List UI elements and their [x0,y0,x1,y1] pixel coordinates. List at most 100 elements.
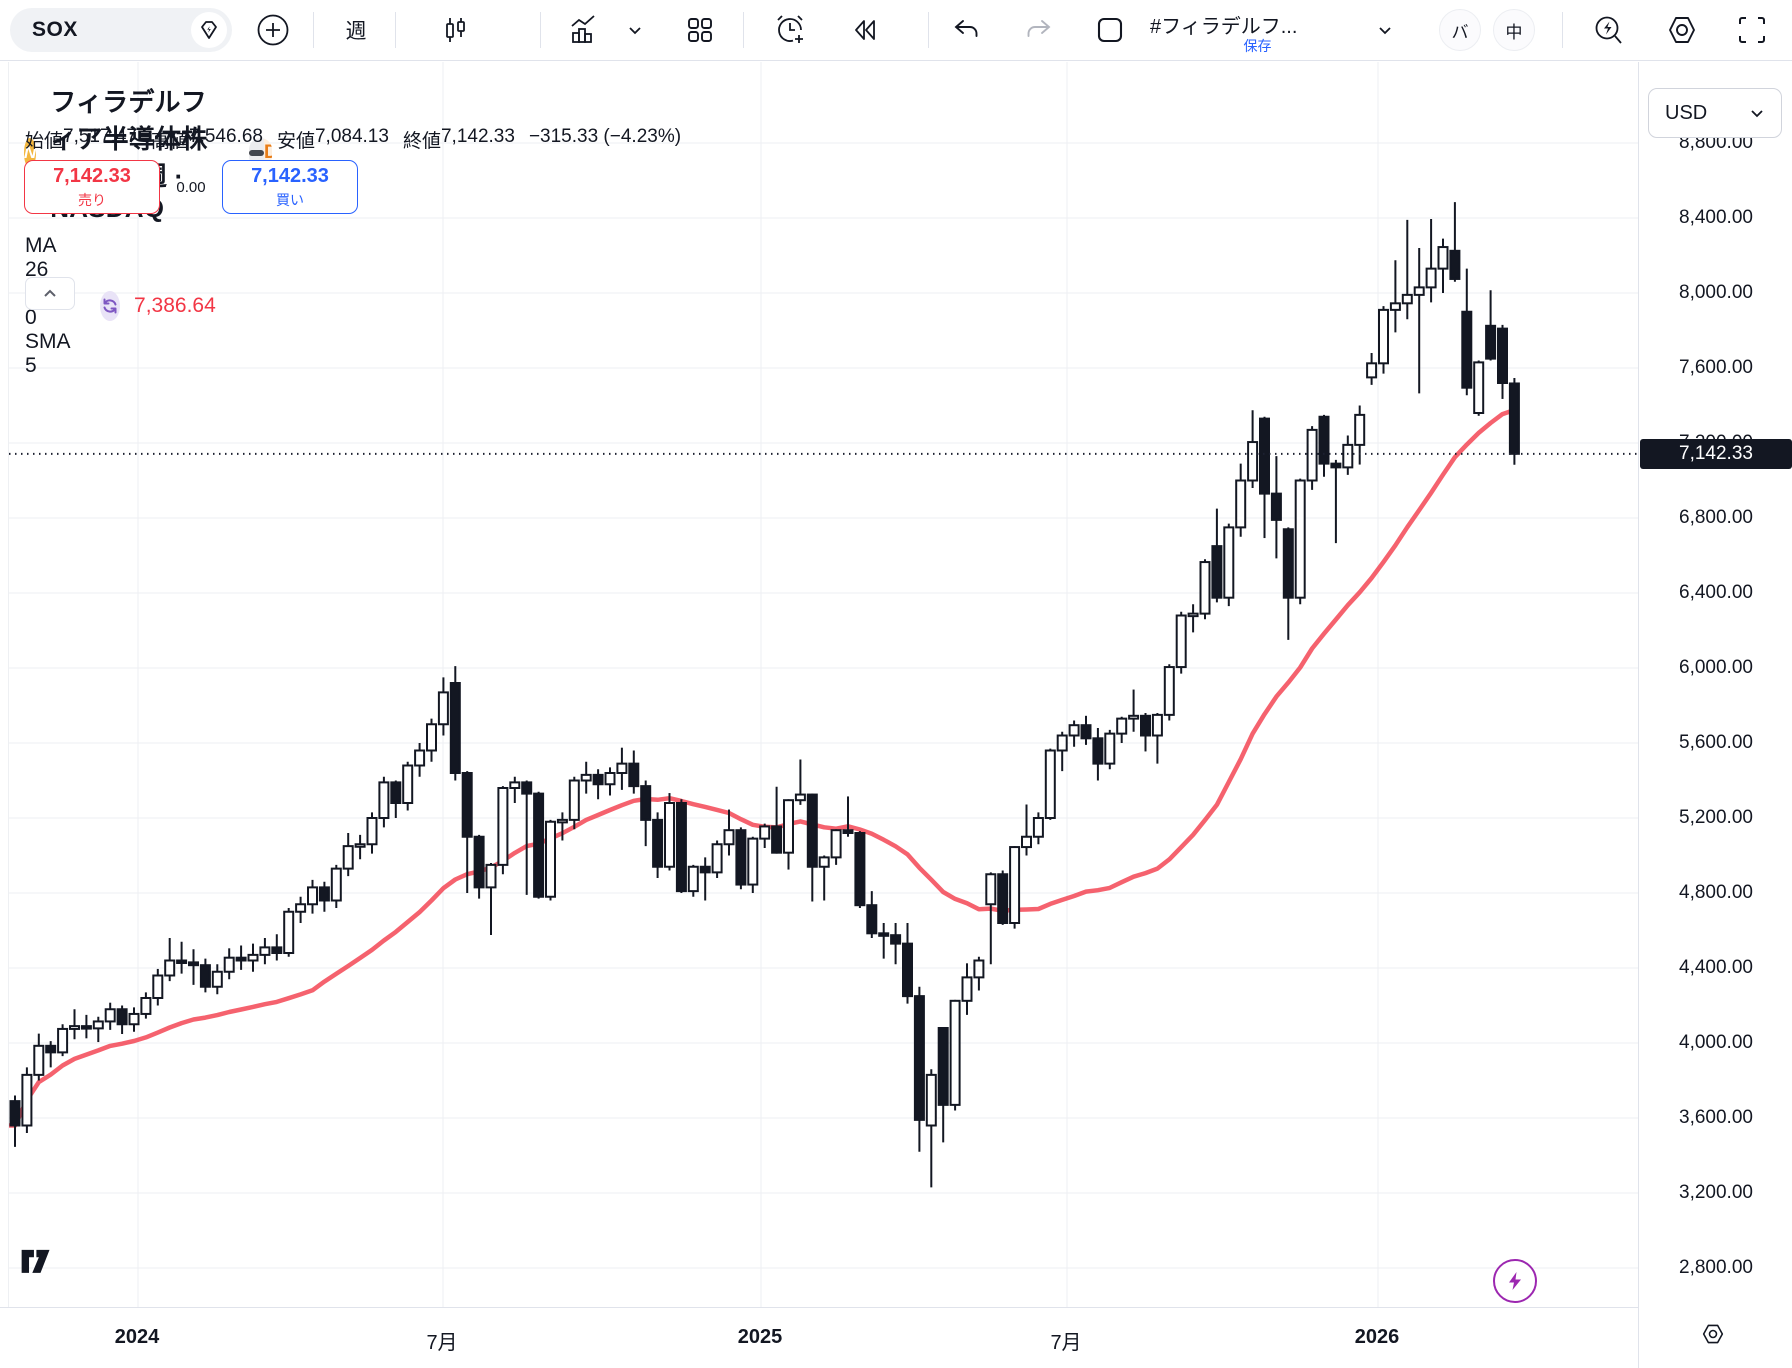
candle-body[interactable] [330,867,342,902]
candle-body[interactable] [664,802,675,868]
candle-body[interactable] [652,818,664,868]
bar-replay-icon[interactable] [843,8,887,52]
candle-body[interactable] [1425,267,1437,289]
candle-body[interactable] [604,772,616,786]
compare-add-symbol-button[interactable] [251,8,295,52]
candle-body[interactable] [1485,324,1497,360]
candle-body[interactable] [69,1025,80,1030]
candle-body[interactable] [259,946,271,956]
candle-body[interactable] [973,959,985,979]
candle-body[interactable] [1437,246,1449,270]
candle-body[interactable] [461,772,473,838]
candle-body[interactable] [1021,835,1032,849]
candle-body[interactable] [842,829,854,834]
candle-body[interactable] [949,999,961,1106]
quick-search-icon[interactable] [1586,8,1630,52]
candle-body[interactable] [140,997,152,1015]
save-button[interactable]: 保存 [1243,38,1272,54]
candle-body[interactable] [1187,612,1199,618]
sell-button[interactable]: 7,142.33 売り [24,160,160,214]
candle-body[interactable] [354,843,366,848]
candle-body[interactable] [1009,846,1021,924]
candle-body[interactable] [80,1025,92,1030]
candle-body[interactable] [830,829,842,859]
candle-body[interactable] [426,723,437,752]
candle-body[interactable] [1116,717,1128,735]
candle-body[interactable] [318,886,330,902]
buy-button[interactable]: 7,142.33 買い [222,160,358,214]
currency-selector[interactable]: USD [1648,88,1782,138]
candle-body[interactable] [1508,382,1520,455]
candle-body[interactable] [223,956,235,973]
candle-body[interactable] [1282,528,1294,599]
candle-body[interactable] [1128,714,1140,720]
candle-body[interactable] [878,932,890,937]
redo-icon[interactable] [1018,8,1062,52]
indicators-icon[interactable] [562,8,606,52]
candle-body[interactable] [568,779,580,821]
undo-icon[interactable] [943,8,987,52]
interval-button[interactable]: 週 [333,8,379,52]
candle-body[interactable] [735,829,747,886]
candle-body[interactable] [497,787,509,866]
candle-body[interactable] [414,749,426,767]
tradingview-logo[interactable] [20,1245,64,1285]
alert-clock-plus-icon[interactable] [768,8,812,52]
candle-body[interactable] [1223,526,1235,599]
candle-body[interactable] [866,904,878,935]
candle-body[interactable] [485,863,497,889]
candle-body[interactable] [1366,362,1378,379]
candle-body[interactable] [1342,443,1354,469]
candle-body[interactable] [1175,614,1187,669]
candle-body[interactable] [1389,302,1401,311]
candle-body[interactable] [783,799,794,854]
candle-body[interactable] [592,773,604,786]
candle-body[interactable] [1140,714,1151,737]
candle-body[interactable] [1378,308,1389,365]
candle-body[interactable] [1104,732,1116,765]
candle-body[interactable] [854,832,866,907]
candle-body[interactable] [473,835,485,889]
candle-body[interactable] [128,1012,140,1026]
candle-body[interactable] [235,956,247,962]
candle-body[interactable] [1056,734,1068,752]
candle-body[interactable] [1211,545,1223,599]
candle-body[interactable] [211,970,223,988]
candle-body[interactable] [545,820,556,898]
candle-body[interactable] [747,837,759,886]
candle-body[interactable] [509,781,521,789]
candle-body[interactable] [295,903,307,913]
candlestick-plot[interactable] [9,62,1639,1307]
refresh-icon[interactable] [100,291,121,321]
candle-body[interactable] [116,1008,128,1026]
candle-body[interactable] [283,910,295,954]
candle-body[interactable] [902,942,913,998]
candle-body[interactable] [1247,441,1259,482]
candle-body[interactable] [616,762,628,774]
time-axis[interactable]: 2024 7月 2025 7月 2026 [0,1307,1638,1368]
symbol-search-button[interactable]: SOX [10,8,232,52]
candle-body[interactable] [176,959,188,964]
candle-body[interactable] [188,961,199,967]
layout-square-icon[interactable] [1088,8,1132,52]
candle-body[interactable] [985,873,997,906]
candle-body[interactable] [104,1008,116,1023]
candle-body[interactable] [1151,713,1163,737]
candle-body[interactable] [913,995,925,1121]
candle-body[interactable] [1044,749,1056,819]
candle-body[interactable] [1497,327,1508,384]
chart-style-candles-icon[interactable] [433,8,477,52]
candle-body[interactable] [1294,479,1306,599]
candle-body[interactable] [723,829,735,846]
candle-body[interactable] [687,865,699,893]
candle-body[interactable] [580,773,592,782]
candle-body[interactable] [521,781,533,795]
diamond-icon[interactable] [191,12,227,48]
candle-body[interactable] [1306,428,1318,482]
candle-body[interactable] [794,793,806,802]
candle-body[interactable] [925,1073,937,1127]
price-chart[interactable] [8,62,1639,1307]
candle-body[interactable] [390,781,402,804]
candle-body[interactable] [640,785,652,821]
candle-body[interactable] [1163,666,1175,716]
